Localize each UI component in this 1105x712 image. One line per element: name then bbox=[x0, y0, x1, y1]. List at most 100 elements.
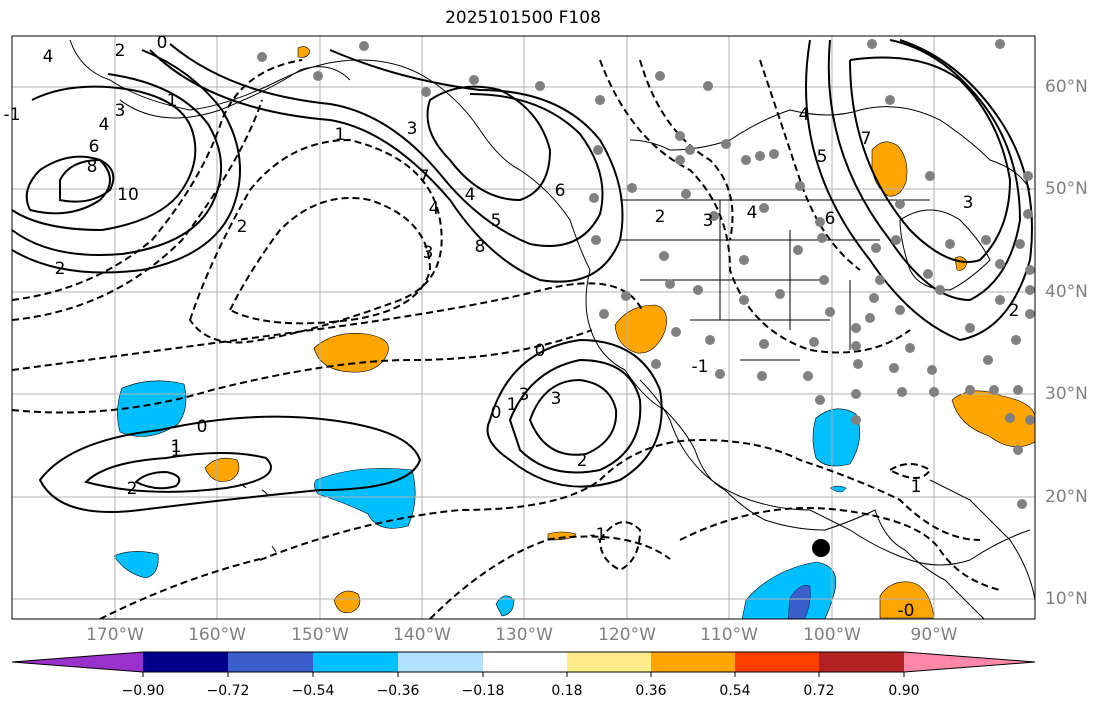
shade-blob bbox=[787, 585, 811, 619]
colorbar bbox=[11, 651, 1036, 677]
colorbar-segment bbox=[143, 652, 228, 672]
colorbar-tick-label: 0.54 bbox=[719, 683, 751, 699]
contour-label: 8 bbox=[87, 157, 98, 177]
shade-blob bbox=[741, 561, 837, 619]
contour-label: 2 bbox=[655, 207, 666, 227]
contour-label: 3 bbox=[551, 389, 562, 409]
colorbar-tick-label: −0.90 bbox=[121, 683, 165, 699]
shade-blob bbox=[313, 333, 389, 373]
gridlines bbox=[12, 36, 1035, 619]
lon-label: 150°W bbox=[291, 625, 349, 645]
contour-label: -1 bbox=[692, 357, 709, 377]
marker-dot bbox=[812, 539, 830, 557]
contour-label: 0 bbox=[491, 403, 502, 423]
shade-blob bbox=[297, 46, 311, 58]
lon-label: 110°W bbox=[700, 625, 758, 645]
contour-label: 6 bbox=[825, 209, 836, 229]
contour-label: 4 bbox=[43, 47, 54, 67]
contour-label: 7 bbox=[861, 129, 872, 149]
contours-negative bbox=[12, 59, 1001, 619]
shade-blob bbox=[204, 457, 240, 482]
colorbar-extend-min bbox=[12, 652, 143, 672]
shade-blob bbox=[113, 551, 159, 579]
contour-labels: 4 3 6 4 8 10 2 1 3 4 5 6 7 8 2 3 4 2 3 4… bbox=[4, 33, 1020, 621]
shade-blob bbox=[879, 581, 935, 619]
lat-label: 50°N bbox=[1045, 179, 1088, 199]
contour-label: 2 bbox=[115, 41, 126, 61]
contour-label: 1 bbox=[507, 395, 518, 415]
contour-label: 3 bbox=[407, 119, 418, 139]
lon-label: 170°W bbox=[86, 625, 144, 645]
contour-label: 4 bbox=[799, 105, 810, 125]
contour-label: 6 bbox=[89, 137, 100, 157]
contour-label: 8 bbox=[475, 237, 486, 257]
contour-label: 2 bbox=[127, 479, 138, 499]
colorbar-tick-label: −0.54 bbox=[291, 683, 335, 699]
shade-blob bbox=[812, 408, 861, 467]
contour-label: 1 bbox=[167, 91, 178, 111]
lat-label: 40°N bbox=[1045, 282, 1088, 302]
colorbar-tick-label: −0.18 bbox=[461, 683, 505, 699]
contour-label: 0 bbox=[197, 417, 208, 437]
colorbar-segment bbox=[228, 652, 313, 672]
contour-label: 2 bbox=[55, 259, 66, 279]
map-title: 2025101500 F108 bbox=[445, 8, 601, 28]
coastlines bbox=[69, 39, 1035, 619]
shaded-anomalies bbox=[113, 46, 1035, 619]
map-frame bbox=[11, 35, 1036, 620]
shade-blob bbox=[547, 531, 577, 541]
lat-label: 10°N bbox=[1045, 589, 1088, 609]
colorbar-tick-label: 0.18 bbox=[551, 683, 583, 699]
contour-label: 4 bbox=[747, 203, 758, 223]
colorbar-segment bbox=[313, 652, 398, 672]
colorbar-segment bbox=[819, 652, 904, 672]
colorbar-segment bbox=[651, 652, 735, 672]
shade-blob bbox=[951, 390, 1035, 448]
shade-blob bbox=[117, 380, 187, 437]
lon-label: 90°W bbox=[910, 625, 958, 645]
lon-label: 140°W bbox=[393, 625, 451, 645]
contour-label: 1 bbox=[171, 437, 182, 457]
lon-label: 120°W bbox=[598, 625, 656, 645]
contour-label: 1 bbox=[911, 477, 922, 497]
colorbar-segment bbox=[483, 652, 567, 672]
contour-label: 4 bbox=[99, 115, 110, 135]
colorbar-extend-max bbox=[904, 652, 1035, 672]
lon-label: 100°W bbox=[803, 625, 861, 645]
contour-label: 5 bbox=[817, 147, 828, 167]
contour-label: -0 bbox=[898, 601, 915, 621]
contour-label: -1 bbox=[590, 525, 607, 545]
lon-label: 160°W bbox=[188, 625, 246, 645]
shade-blob bbox=[614, 304, 667, 354]
shade-blob bbox=[495, 595, 515, 617]
contour-label: 3 bbox=[423, 243, 434, 263]
contour-label: 3 bbox=[115, 101, 126, 121]
colorbar-segment bbox=[567, 652, 651, 672]
lat-label: 30°N bbox=[1045, 384, 1088, 404]
contour-label: 2 bbox=[577, 451, 588, 471]
shade-blob bbox=[829, 485, 847, 493]
contour-label: 6 bbox=[555, 181, 566, 201]
colorbar-tick-label: 0.72 bbox=[803, 683, 835, 699]
contour-label: 4 bbox=[465, 185, 476, 205]
contour-label: 5 bbox=[491, 211, 502, 231]
contour-label: 3 bbox=[519, 385, 530, 405]
contour-label: 4 bbox=[429, 199, 440, 219]
colorbar-tick-label: −0.72 bbox=[206, 683, 250, 699]
contour-label: 10 bbox=[117, 185, 139, 205]
contour-label: 3 bbox=[703, 211, 714, 231]
contour-label: 3 bbox=[963, 193, 974, 213]
colorbar-tick-label: 0.90 bbox=[888, 683, 920, 699]
contour-label: 2 bbox=[1009, 301, 1020, 321]
lon-label: 130°W bbox=[495, 625, 553, 645]
colorbar-segment bbox=[735, 652, 819, 672]
contour-label: 0 bbox=[535, 341, 546, 361]
colorbar-tick-label: 0.36 bbox=[635, 683, 667, 699]
colorbar-segment bbox=[398, 652, 483, 672]
lat-label: 60°N bbox=[1045, 77, 1088, 97]
shade-blob bbox=[333, 590, 361, 614]
contour-label: 0 bbox=[157, 33, 168, 53]
contour-label: 7 bbox=[419, 167, 430, 187]
contours-positive bbox=[12, 39, 1033, 513]
